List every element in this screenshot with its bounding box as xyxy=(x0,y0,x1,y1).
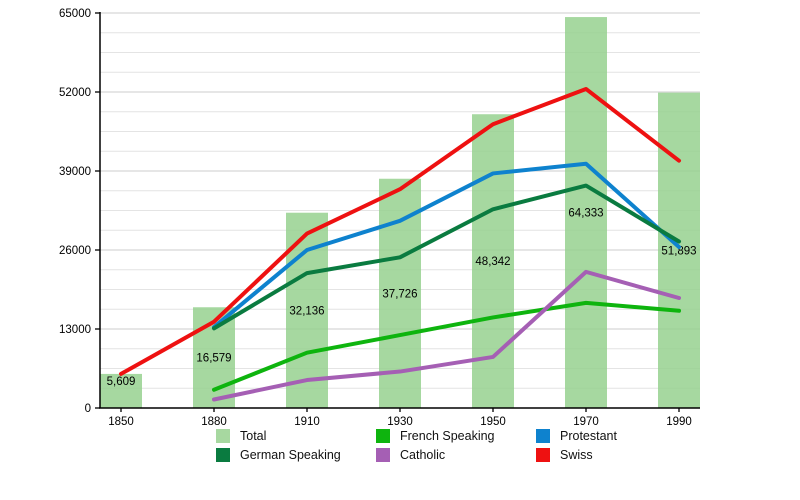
y-tick-label: 65000 xyxy=(59,8,91,20)
bar-label: 32,136 xyxy=(289,305,324,317)
y-tick-label: 0 xyxy=(85,403,91,415)
legend-item-french-speaking: French Speaking xyxy=(376,428,536,444)
line-french-speaking xyxy=(212,300,681,392)
bar-label: 37,726 xyxy=(382,288,417,300)
bar-1970 xyxy=(565,17,607,408)
legend-label: French Speaking xyxy=(400,429,495,443)
line-german-speaking xyxy=(212,183,681,331)
legend-swatch-icon xyxy=(216,429,230,443)
bar-label: 64,333 xyxy=(568,208,603,220)
x-tick-label: 1880 xyxy=(201,416,227,428)
bar-1850 xyxy=(100,373,142,408)
bar-1990 xyxy=(658,92,700,408)
legend-swatch-icon xyxy=(536,448,550,462)
legend-swatch-icon xyxy=(376,448,390,462)
bar-label: 48,342 xyxy=(475,256,510,268)
y-tick-label: 52000 xyxy=(59,87,91,99)
legend-item-swiss: Swiss xyxy=(536,447,696,463)
legend-item-catholic: Catholic xyxy=(376,447,536,463)
legend-row: Total French Speaking Protestant xyxy=(216,428,696,444)
legend-item-german-speaking: German Speaking xyxy=(216,447,376,463)
y-tick-label: 39000 xyxy=(59,166,91,178)
line-swiss xyxy=(119,86,681,376)
x-tick-label: 1990 xyxy=(666,416,692,428)
bar-label: 51,893 xyxy=(661,245,696,257)
legend-label: Protestant xyxy=(560,429,617,443)
y-tick-label: 13000 xyxy=(59,324,91,336)
x-tick-label: 1850 xyxy=(108,416,134,428)
legend-label: Swiss xyxy=(560,448,593,462)
x-tick-label: 1970 xyxy=(573,416,599,428)
x-tick-label: 1910 xyxy=(294,416,320,428)
legend-item-protestant: Protestant xyxy=(536,428,696,444)
bar-label: 5,609 xyxy=(107,376,136,388)
chart-legend: Total French Speaking Protestant German Spe… xyxy=(216,428,696,463)
x-tick-label: 1930 xyxy=(387,416,413,428)
legend-item-total: Total xyxy=(216,428,376,444)
line-protestant xyxy=(212,161,681,330)
line-catholic xyxy=(212,269,681,402)
legend-swatch-icon xyxy=(536,429,550,443)
legend-swatch-icon xyxy=(216,448,230,462)
legend-label: Total xyxy=(240,429,267,443)
legend-label: German Speaking xyxy=(240,448,341,462)
legend-swatch-icon xyxy=(376,429,390,443)
x-tick-label: 1950 xyxy=(480,416,506,428)
y-tick-label: 26000 xyxy=(59,245,91,257)
bar-label: 16,579 xyxy=(196,353,231,365)
legend-label: Catholic xyxy=(400,448,446,462)
legend-row: German Speaking Catholic Swiss xyxy=(216,447,696,463)
